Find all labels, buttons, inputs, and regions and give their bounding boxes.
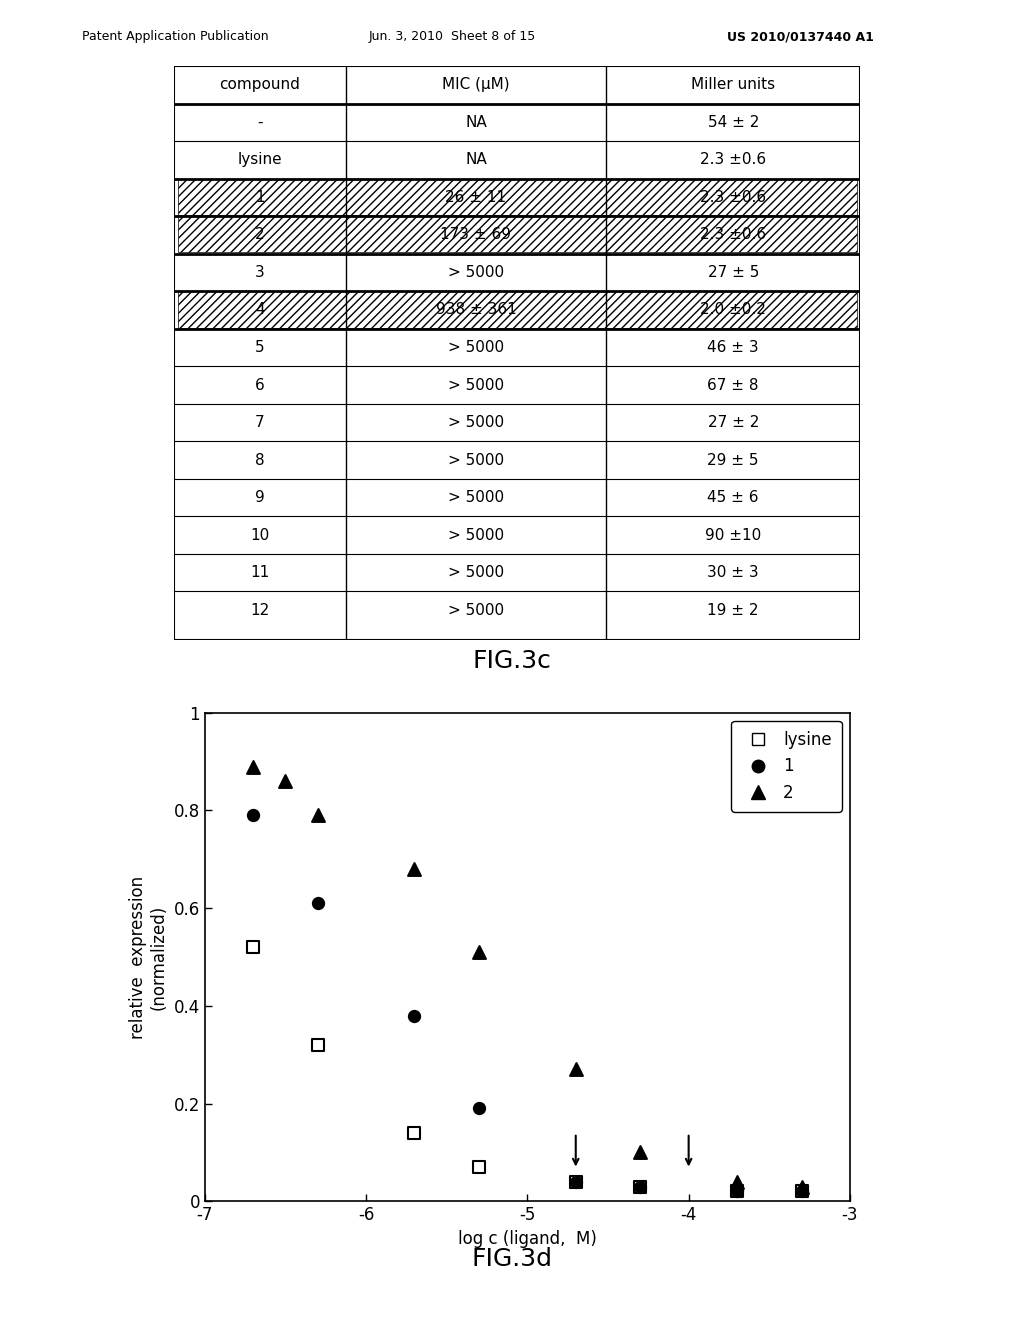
Text: 54 ± 2: 54 ± 2: [708, 115, 759, 129]
Text: > 5000: > 5000: [447, 490, 504, 506]
Text: 6: 6: [255, 378, 265, 392]
Text: Patent Application Publication: Patent Application Publication: [82, 30, 268, 44]
Text: > 5000: > 5000: [447, 414, 504, 430]
Bar: [177, 216, 857, 252]
Bar: [177, 292, 857, 327]
Point: [407, 1005, 423, 1026]
Point: [245, 756, 261, 777]
Text: 5: 5: [255, 341, 264, 355]
Point: [729, 1171, 745, 1192]
Text: US 2010/0137440 A1: US 2010/0137440 A1: [727, 30, 873, 44]
Text: lysine: lysine: [238, 152, 283, 168]
Point: [729, 1181, 745, 1203]
Text: Miller units: Miller units: [691, 78, 775, 92]
Text: 938 ± 361: 938 ± 361: [435, 302, 516, 317]
Point: [729, 1181, 745, 1203]
Text: 46 ± 3: 46 ± 3: [708, 341, 759, 355]
Text: FIG.3d: FIG.3d: [471, 1247, 553, 1271]
Point: [567, 1171, 584, 1192]
X-axis label: log c (ligand,  M): log c (ligand, M): [458, 1230, 597, 1247]
Text: NA: NA: [465, 115, 486, 129]
Text: 2.0 ±0.2: 2.0 ±0.2: [700, 302, 766, 317]
Point: [794, 1181, 810, 1203]
Point: [278, 771, 294, 792]
Text: > 5000: > 5000: [447, 565, 504, 581]
Point: [471, 941, 487, 962]
Point: [794, 1181, 810, 1203]
Text: 2: 2: [255, 227, 264, 243]
Text: > 5000: > 5000: [447, 603, 504, 618]
Point: [309, 1035, 326, 1056]
Text: > 5000: > 5000: [447, 341, 504, 355]
Text: 3: 3: [255, 265, 265, 280]
Text: NA: NA: [465, 152, 486, 168]
Point: [794, 1176, 810, 1197]
Point: [309, 805, 326, 826]
Text: 12: 12: [250, 603, 269, 618]
Text: 10: 10: [250, 528, 269, 543]
Point: [471, 1156, 487, 1177]
Point: [567, 1059, 584, 1080]
Text: 67 ± 8: 67 ± 8: [708, 378, 759, 392]
Text: 2.3 ±0.6: 2.3 ±0.6: [700, 190, 766, 205]
Point: [632, 1176, 648, 1197]
Text: 45 ± 6: 45 ± 6: [708, 490, 759, 506]
Y-axis label: relative  expression
(normalized): relative expression (normalized): [129, 875, 168, 1039]
Point: [245, 805, 261, 826]
Text: 90 ±10: 90 ±10: [706, 528, 762, 543]
Text: 26 ± 11: 26 ± 11: [445, 190, 507, 205]
Text: 11: 11: [250, 565, 269, 581]
Text: 29 ± 5: 29 ± 5: [708, 453, 759, 467]
Text: 173 ± 69: 173 ± 69: [440, 227, 511, 243]
Text: 27 ± 5: 27 ± 5: [708, 265, 759, 280]
Text: 9: 9: [255, 490, 265, 506]
Text: > 5000: > 5000: [447, 453, 504, 467]
Point: [632, 1176, 648, 1197]
Point: [407, 1122, 423, 1143]
Text: 2.3 ±0.6: 2.3 ±0.6: [700, 152, 766, 168]
Point: [471, 1098, 487, 1119]
Text: 1: 1: [255, 190, 264, 205]
Text: 4: 4: [255, 302, 264, 317]
Point: [309, 892, 326, 913]
Point: [567, 1171, 584, 1192]
Text: 2.3 ±0.6: 2.3 ±0.6: [700, 227, 766, 243]
Point: [245, 937, 261, 958]
Text: > 5000: > 5000: [447, 528, 504, 543]
Text: -: -: [257, 115, 262, 129]
Text: compound: compound: [219, 78, 300, 92]
Text: > 5000: > 5000: [447, 265, 504, 280]
Point: [632, 1142, 648, 1163]
Text: 30 ± 3: 30 ± 3: [708, 565, 759, 581]
Text: Jun. 3, 2010  Sheet 8 of 15: Jun. 3, 2010 Sheet 8 of 15: [369, 30, 536, 44]
Text: MIC (μM): MIC (μM): [442, 78, 510, 92]
Text: 19 ± 2: 19 ± 2: [708, 603, 759, 618]
Text: 27 ± 2: 27 ± 2: [708, 414, 759, 430]
Text: 8: 8: [255, 453, 264, 467]
Text: > 5000: > 5000: [447, 378, 504, 392]
Text: FIG.3c: FIG.3c: [472, 649, 552, 673]
Point: [407, 858, 423, 879]
Legend: lysine, 1, 2: lysine, 1, 2: [731, 721, 842, 812]
Text: 7: 7: [255, 414, 264, 430]
Bar: [177, 178, 857, 215]
